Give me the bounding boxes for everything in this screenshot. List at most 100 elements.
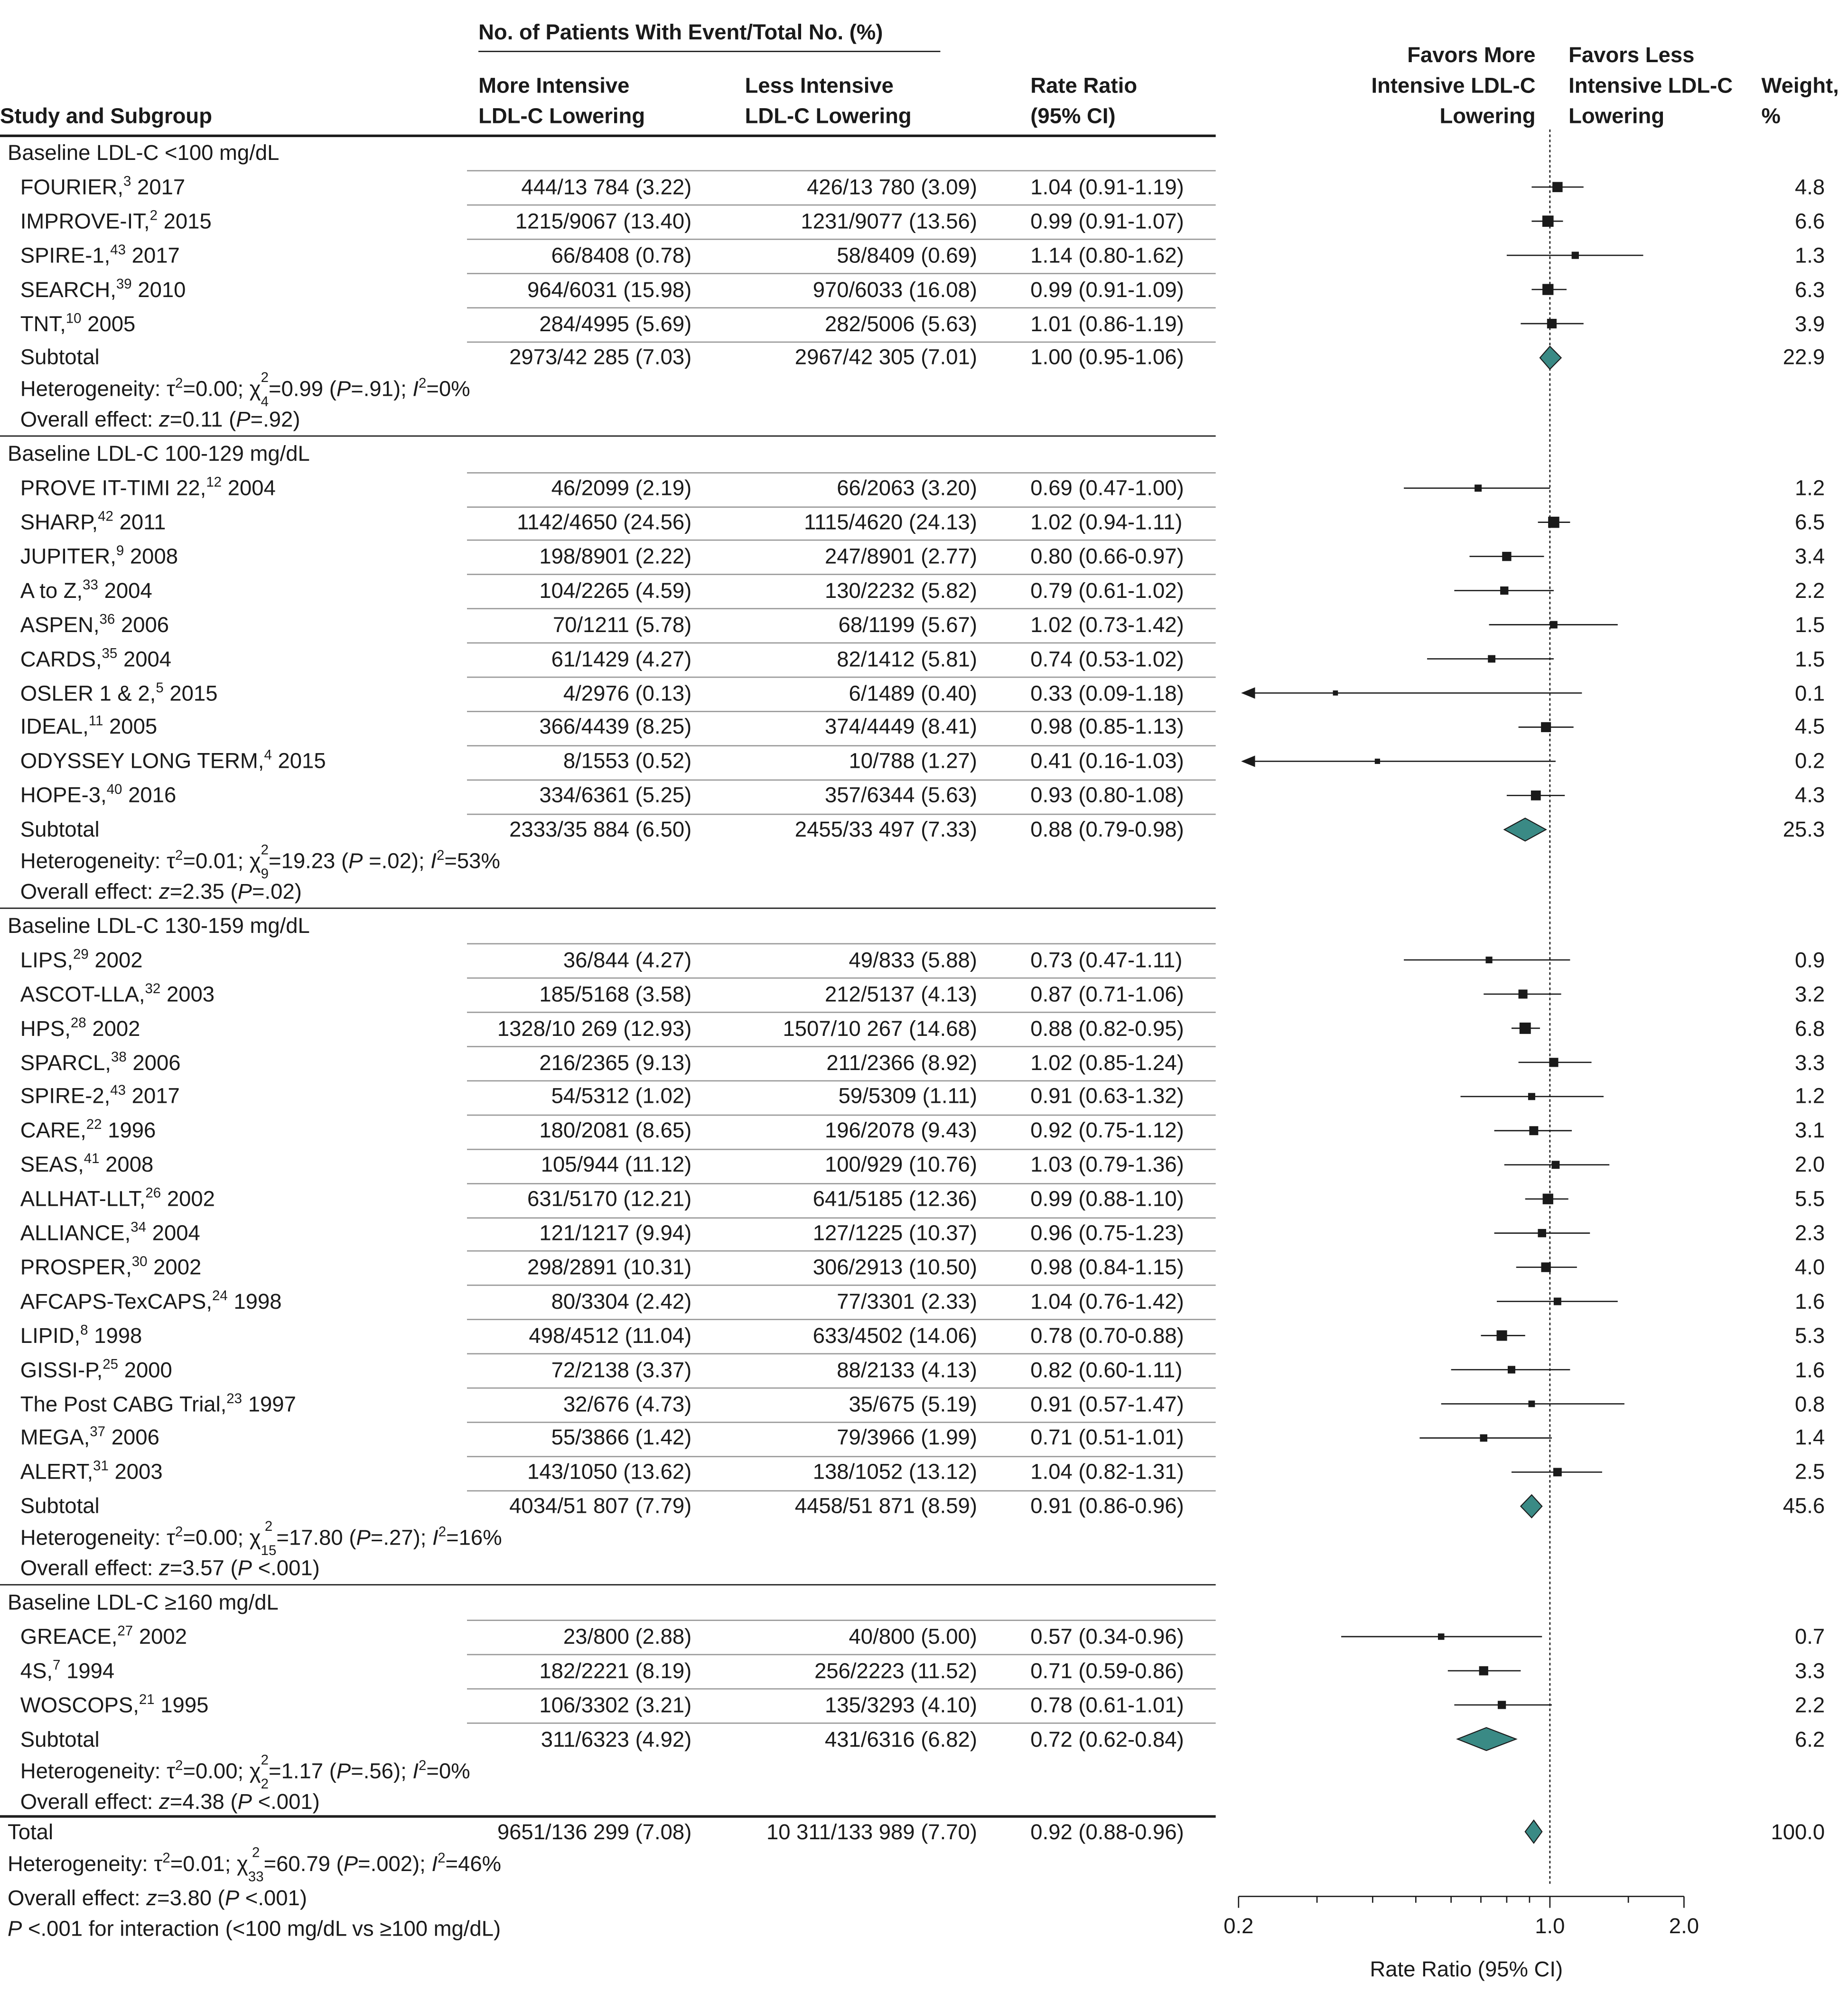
study-point-marker — [1542, 215, 1554, 227]
study-label: ALLIANCE,34 2004 — [20, 1216, 200, 1250]
subtotal-label: Subtotal — [20, 1727, 100, 1751]
subtotal-more-events: 4034/51 807 (7.79) — [509, 1494, 692, 1518]
study-weight: 3.3 — [1794, 1050, 1825, 1075]
study-year: 1996 — [108, 1118, 156, 1143]
study-point-marker — [1529, 1126, 1539, 1136]
study-less-events: 357/6344 (5.63) — [824, 783, 977, 808]
interaction-p: P — [8, 1917, 22, 1941]
row-separator — [467, 710, 1216, 712]
study-rate-ratio: 0.91 (0.63-1.32) — [1030, 1084, 1184, 1109]
study-weight: 6.3 — [1794, 277, 1825, 302]
study-year: 2005 — [109, 715, 158, 739]
study-rate-ratio: 0.79 (0.61-1.02) — [1030, 578, 1184, 603]
study-less-events: 82/1412 (5.81) — [837, 647, 977, 671]
study-less-events: 77/3301 (2.33) — [837, 1289, 977, 1314]
subtotal-rate-ratio: 1.00 (0.95-1.06) — [1030, 345, 1184, 370]
row-separator — [467, 1723, 1216, 1724]
study-point-marker — [1528, 1093, 1535, 1100]
group-title: Baseline LDL-C 130-159 mg/dL — [8, 913, 310, 938]
study-point-marker — [1519, 1022, 1531, 1034]
study-rate-ratio: 1.03 (0.79-1.36) — [1030, 1153, 1184, 1177]
study-name: ALLIANCE, — [20, 1221, 131, 1246]
study-rate-ratio: 1.01 (0.86-1.19) — [1030, 311, 1184, 336]
study-name: ALERT, — [20, 1460, 93, 1484]
study-row: ASCOT-LLA,32 2003 185/5168 (3.58) 212/5137… — [0, 977, 1218, 1011]
study-weight: 1.5 — [1794, 647, 1825, 671]
study-row: CARE,22 1996 180/2081 (8.65) 196/2078 (9.4… — [0, 1114, 1218, 1148]
study-ref: 23 — [226, 1391, 243, 1406]
study-point-marker — [1437, 1633, 1445, 1640]
het-p-op: = — [363, 849, 382, 874]
study-name: SEAS, — [20, 1153, 84, 1177]
row-separator — [467, 1654, 1216, 1656]
study-ref: 24 — [212, 1288, 228, 1304]
study-point-marker — [1497, 1701, 1506, 1709]
study-more-events: 70/1211 (5.78) — [552, 613, 692, 637]
study-rate-ratio: 1.02 (0.73-1.42) — [1030, 613, 1184, 637]
subtotal-label: Subtotal — [20, 817, 100, 842]
study-rate-ratio: 1.04 (0.91-1.19) — [1030, 175, 1184, 199]
study-point-marker — [1548, 516, 1559, 528]
study-point-marker — [1550, 621, 1558, 629]
study-row: IMPROVE-IT,2 2015 1215/9067 (13.40) 1231/9… — [0, 204, 1218, 238]
study-ref: 34 — [131, 1220, 147, 1236]
study-row: A to Z,33 2004 104/2265 (4.59) 130/2232 (5… — [0, 574, 1218, 608]
study-less-events: 6/1489 (0.40) — [849, 681, 977, 705]
header-more-line1: More Intensive — [478, 74, 630, 98]
row-separator — [467, 1012, 1216, 1013]
study-less-events: 970/6033 (16.08) — [812, 277, 977, 302]
study-name: TNT, — [20, 311, 66, 336]
study-ref: 43 — [110, 242, 126, 258]
study-label: ALERT,31 2003 — [20, 1455, 163, 1489]
total-het-b: =0.01; χ — [170, 1852, 248, 1876]
study-more-events: 444/13 784 (3.22) — [521, 175, 692, 199]
het-i2: 16% — [458, 1526, 502, 1550]
study-row: AFCAPS-TexCAPS,24 1998 80/3304 (2.42) 77/3… — [0, 1285, 1218, 1319]
effect-p: <.001 — [258, 1556, 313, 1581]
heterogeneity-text: Heterogeneity: τ2=0.01; χ 2 9 =19.23 (P =.0… — [20, 843, 500, 883]
x-tick-label: 0.2 — [1223, 1914, 1253, 1938]
study-label: SHARP,42 2011 — [20, 505, 166, 540]
study-year: 2003 — [114, 1460, 163, 1484]
study-ref: 39 — [116, 276, 132, 292]
row-separator — [467, 472, 1216, 473]
study-more-events: 80/3304 (2.42) — [551, 1289, 692, 1314]
total-het-chi-index: 2 33 — [248, 1846, 264, 1885]
study-name: PROVE IT-TIMI 22, — [20, 476, 206, 501]
study-row: ASPEN,36 2006 70/1211 (5.78) 68/1199 (5.67… — [0, 607, 1218, 642]
x-tick-label: 2.0 — [1669, 1914, 1699, 1938]
subtotal-rate-ratio: 0.72 (0.62-0.84) — [1030, 1727, 1184, 1751]
study-rate-ratio: 0.71 (0.51-1.01) — [1030, 1426, 1184, 1450]
study-weight: 3.1 — [1794, 1118, 1825, 1143]
study-weight: 2.3 — [1794, 1221, 1825, 1246]
study-label: HPS,28 2002 — [20, 1011, 140, 1045]
header-events-group: No. of Patients With Event/Total No. (%) — [478, 20, 883, 45]
study-name: LIPS, — [20, 948, 74, 972]
study-more-events: 54/5312 (1.02) — [551, 1084, 692, 1109]
overall-effect-text: Overall effect: z=2.35 (P=.02) — [20, 879, 302, 904]
study-weight: 0.1 — [1794, 681, 1825, 705]
group-title: Baseline LDL-C ≥160 mg/dL — [8, 1590, 279, 1615]
study-year: 2016 — [128, 783, 177, 808]
overall-effect-row: Overall effect: z=0.11 (P=.92) — [0, 403, 1218, 437]
total-heterogeneity: Heterogeneity: τ2=0.01; χ 2 33 =60.79 (P=.0… — [0, 1846, 1218, 1884]
row-separator — [467, 1688, 1216, 1690]
study-label: IMPROVE-IT,2 2015 — [20, 204, 212, 238]
study-year: 1998 — [233, 1289, 282, 1314]
total-eff-c: <.001) — [239, 1886, 307, 1910]
study-row: ODYSSEY LONG TERM,4 2015 8/1553 (0.52) 10/… — [0, 744, 1218, 778]
ci-arrow-left — [1241, 687, 1255, 699]
study-name: A to Z, — [20, 578, 83, 603]
study-year: 2004 — [152, 1221, 200, 1246]
header-favors-less-2: Intensive LDL-C — [1568, 74, 1733, 98]
study-point-marker — [1571, 251, 1579, 259]
row-separator — [467, 943, 1216, 945]
study-ref: 11 — [88, 714, 103, 730]
study-less-events: 282/5006 (5.63) — [824, 311, 977, 336]
het-chi: 17.80 — [289, 1526, 343, 1550]
group-title-row: Baseline LDL-C 100-129 mg/dL — [0, 437, 1218, 471]
het-chi-df: 2 — [261, 1776, 269, 1792]
overall-effect-row: Overall effect: z=4.38 (P <.001) — [0, 1784, 1218, 1818]
study-name: MEGA, — [20, 1426, 90, 1450]
